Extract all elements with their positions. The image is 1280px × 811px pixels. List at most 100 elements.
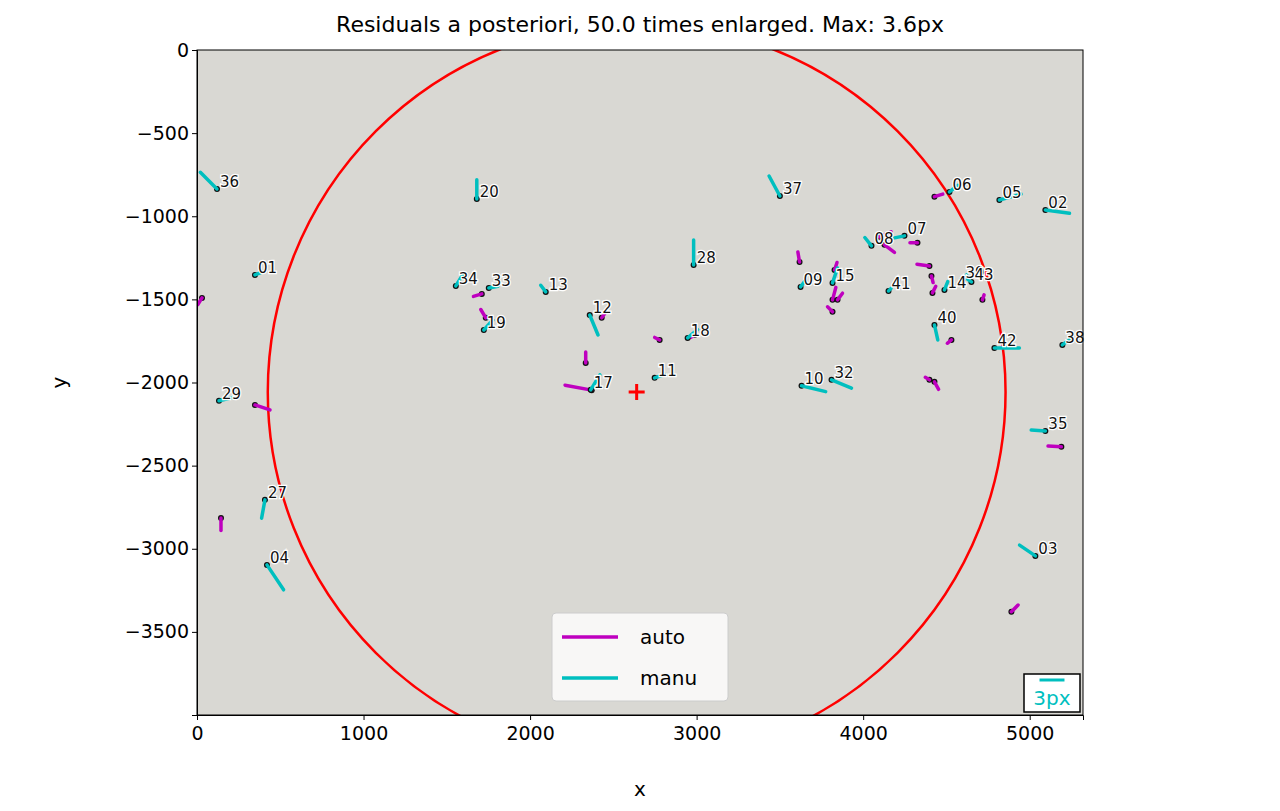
y-tick-mark [192,549,197,550]
circle [268,50,1006,715]
y-tick: −3500 [125,620,197,642]
x-tick-label: 5000 [1006,722,1054,744]
y-axis-title: y [47,376,71,388]
y-tick: −3000 [125,537,197,559]
y-tick-mark [192,133,197,134]
legend-label: manu [640,666,697,690]
residual [931,276,933,283]
residual [934,382,938,389]
point-label: 08 [874,230,893,248]
residual [481,310,486,318]
point-label: 35 [1048,415,1067,433]
x-tick-mark [364,715,365,720]
point-label: 28 [697,249,716,267]
legend-swatch [562,635,618,639]
residual [262,500,265,518]
y-tick-label: −2000 [125,371,189,393]
y-tick: −2500 [125,454,197,476]
legend-label: auto [640,625,685,649]
residual [828,307,833,312]
point-label: 03 [1038,540,1057,558]
y-tick-label: −2500 [125,454,189,476]
x-tick-label: 2000 [506,722,554,744]
point-label: 01 [258,259,277,277]
point-label: 10 [805,370,824,388]
residual [934,194,942,196]
residual [541,285,546,292]
x-tick-mark [863,715,864,720]
y-axis-line [192,51,198,716]
series-auto [198,194,1065,615]
point-label: 32 [835,364,854,382]
point-label: 33 [492,272,511,290]
point-label: 36 [220,173,239,191]
point-label: 17 [594,374,613,392]
x-axis-title: x [634,777,646,801]
point-label: 37 [783,180,802,198]
x-axis-line [198,716,1084,721]
residual [590,315,598,335]
residual [692,240,696,265]
point-label: 43 [974,266,993,284]
point-label: 09 [804,271,823,289]
point-label: 40 [937,309,956,327]
chart: 3620370605020708280134331309154114394319… [0,0,1280,811]
residual [769,176,780,196]
y-tick: −1500 [125,288,197,310]
point-label: 29 [222,385,241,403]
point-label: 06 [952,176,971,194]
x-tick-label: 4000 [839,722,887,744]
x-tick: 5000 [1006,715,1054,744]
x-tick-mark [1030,715,1031,720]
residual [219,518,223,530]
point-label: 02 [1048,194,1067,212]
point-label: 05 [1002,184,1021,202]
center-marker [629,384,645,400]
y-axis: 0 −500 −1000 −1500 −2000 −2500 −3000 −3500 [125,39,198,716]
y-tick-mark [192,50,197,51]
residual [267,565,284,590]
residual [910,241,917,245]
plot-area [198,50,1070,715]
x-tick-mark [697,715,698,720]
residual [565,385,592,390]
legend-swatch [562,676,618,680]
point-label: 07 [907,220,926,238]
legend-box [552,613,728,701]
residual [655,337,660,339]
residual [892,236,904,238]
plot-background [197,50,1083,715]
residual [917,264,929,266]
y-tick-label: −1000 [125,205,189,227]
y-tick-label: −500 [137,122,189,144]
y-tick: −500 [137,122,197,144]
residual [473,294,481,296]
residual [947,340,951,343]
residual [865,238,872,246]
point-label: 34 [459,270,478,288]
legend: auto manu [552,613,728,701]
x-axis: 010002000300040005000 [191,715,1083,744]
series-manu [200,172,1069,589]
residual [198,298,202,305]
y-tick-mark [192,383,197,384]
scale-bar-label: 3px [1033,686,1070,710]
y-tick-label: −3500 [125,620,189,642]
y-tick-label: 0 [177,39,189,61]
y-tick: −1000 [125,205,197,227]
y-tick-mark [192,632,197,633]
residual [1048,444,1061,448]
y-tick-label: −3000 [125,537,189,559]
y-tick-mark [192,216,197,217]
residual [1031,428,1045,432]
point-label: 19 [487,314,506,332]
point-labels: 3620370605020708280134331309154114394319… [220,173,1084,567]
y-tick-mark [192,299,197,300]
point-label: 11 [658,362,677,380]
residual [798,252,800,262]
x-tick: 2000 [506,715,554,744]
x-tick-label: 3000 [673,722,721,744]
residual [1011,605,1018,612]
point-label: 15 [836,267,855,285]
x-tick-label: 0 [191,722,203,744]
